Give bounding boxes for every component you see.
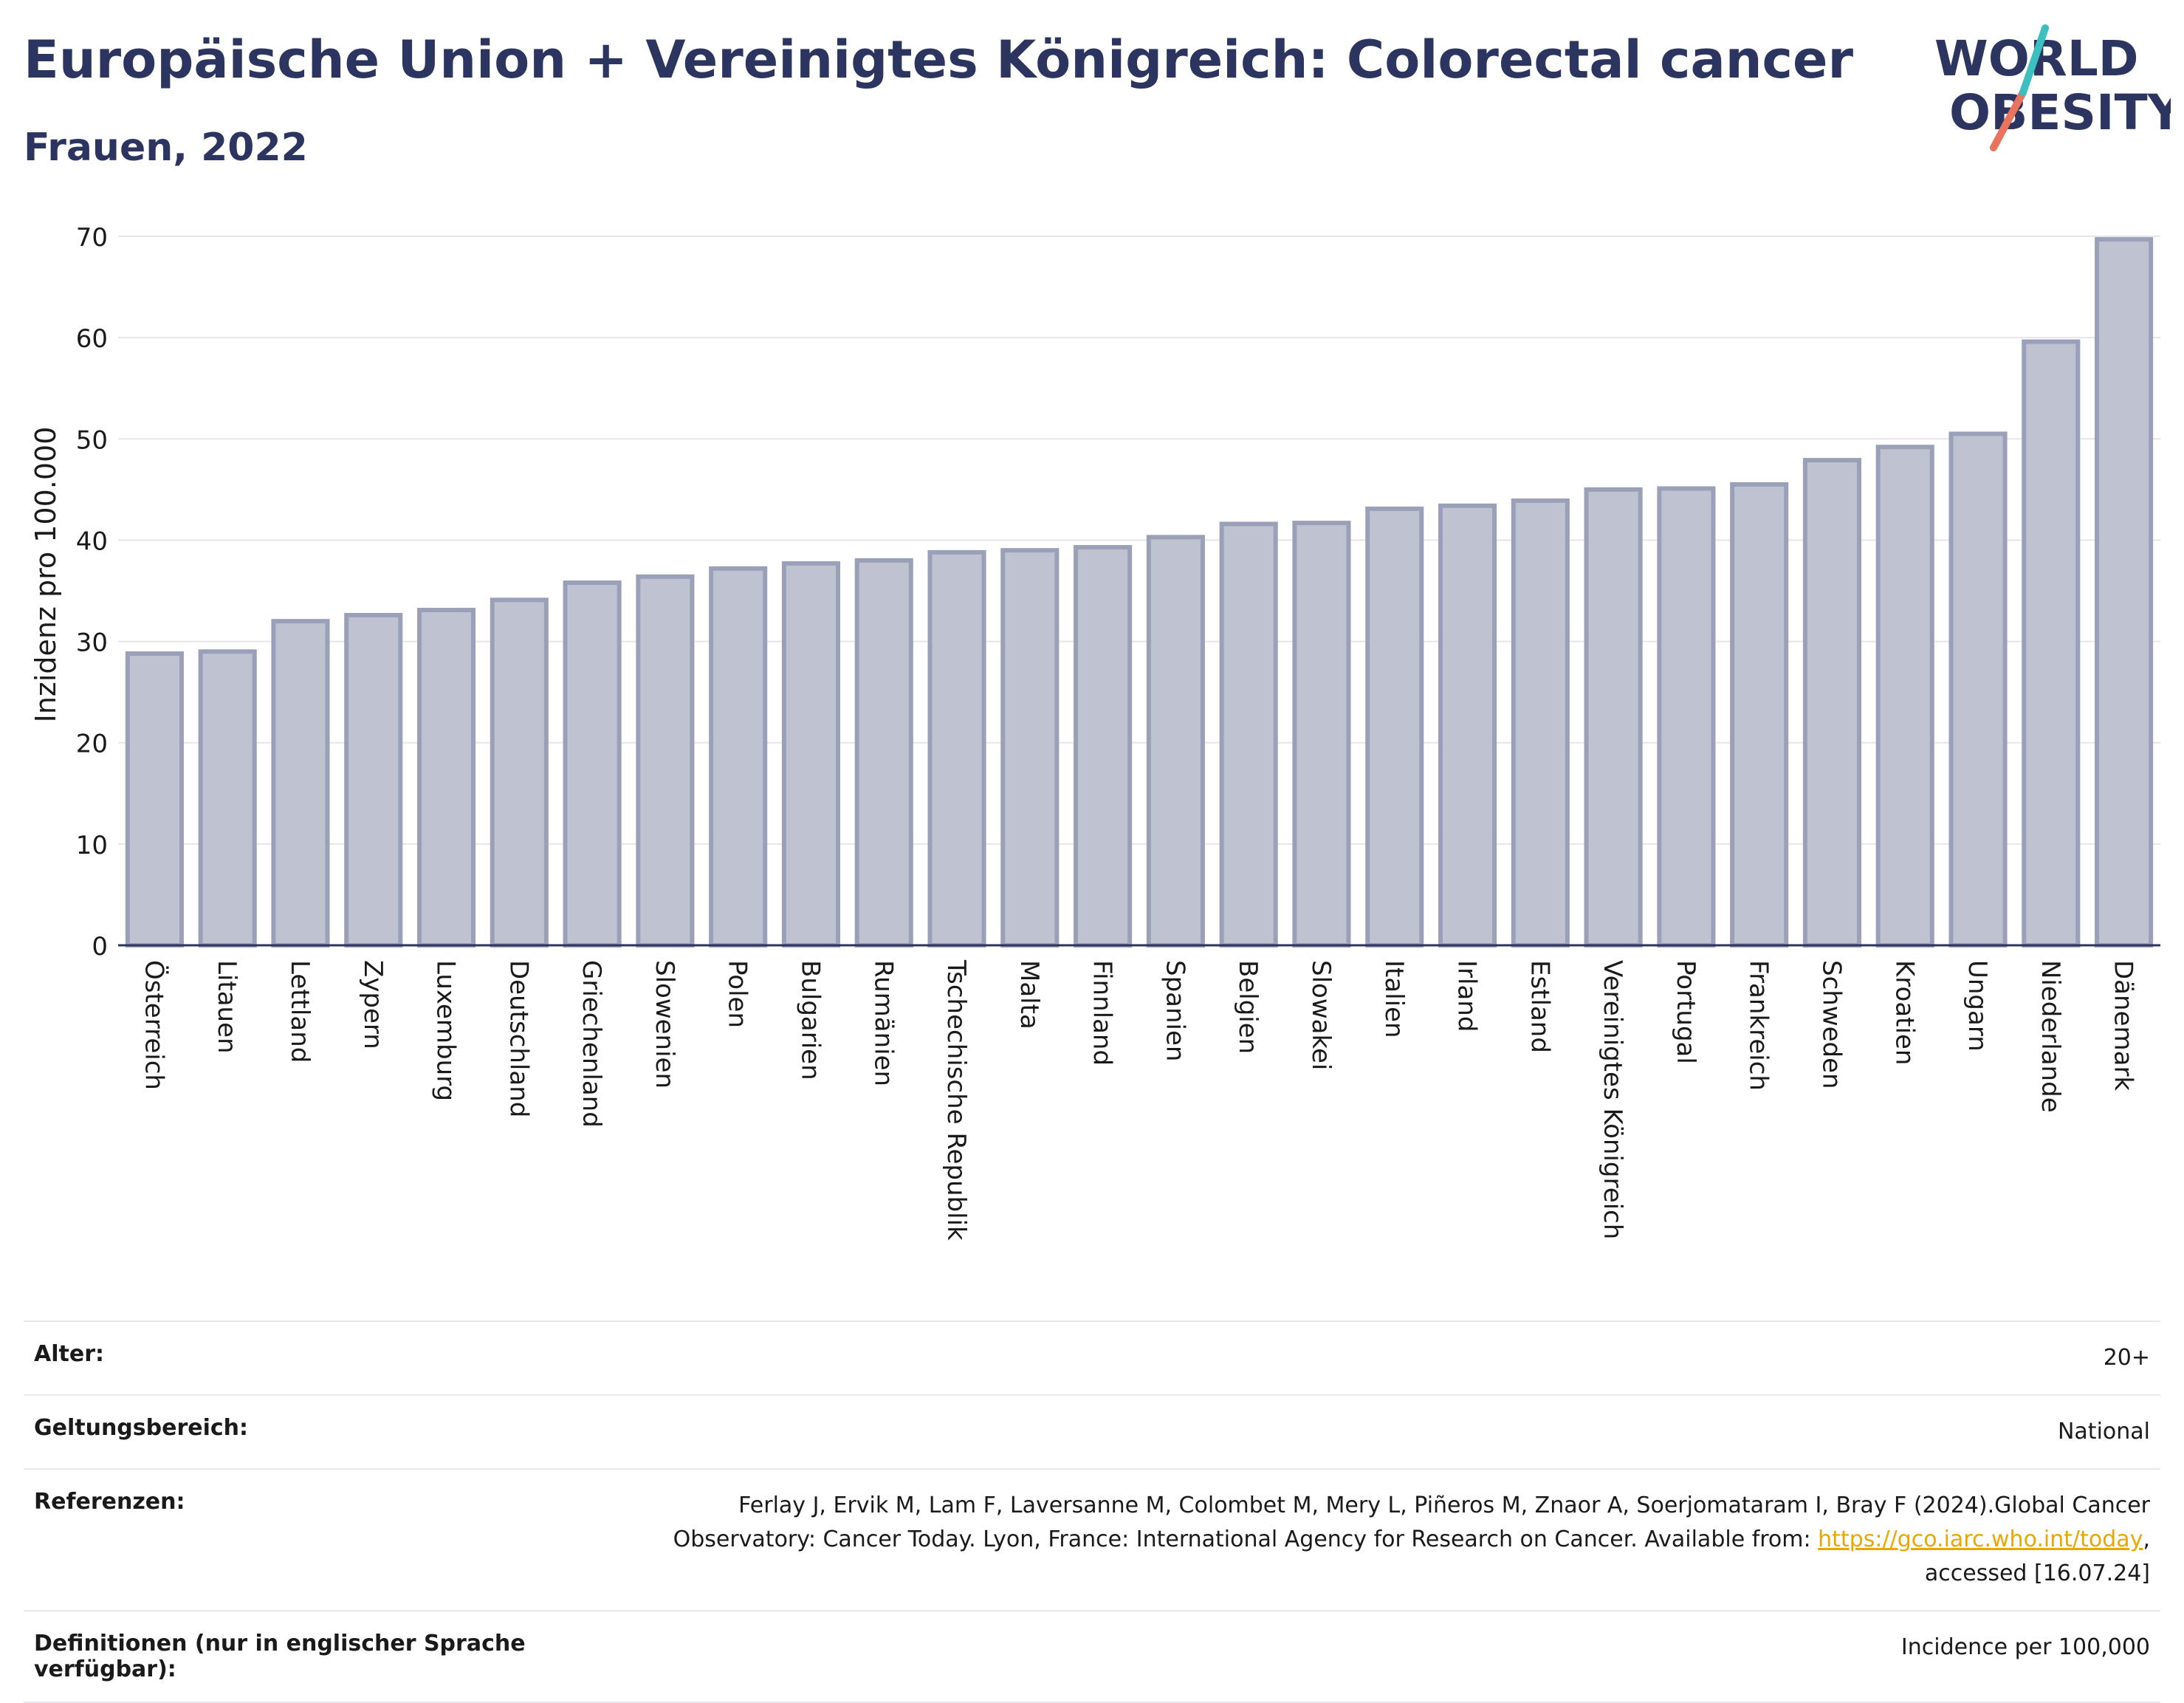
x-tick-label: Polen (723, 960, 752, 1028)
references-label: Referenzen: (24, 1468, 561, 1611)
y-tick-label: 10 (76, 831, 108, 860)
x-tick-label: Finnland (1088, 960, 1117, 1066)
info-row-scope: Geltungsbereich: National (24, 1394, 2160, 1469)
info-row-references: Referenzen: Ferlay J, Ervik M, Lam F, La… (24, 1468, 2160, 1611)
bar (490, 597, 549, 948)
x-tick-label: Lettland (285, 960, 315, 1063)
x-tick-label: Österreich (139, 960, 169, 1090)
x-tick-label: Slowenien (650, 960, 679, 1089)
x-tick-label: Luxemburg (431, 960, 461, 1101)
y-tick-label: 40 (76, 527, 108, 556)
x-tick-label: Griechenland (577, 960, 606, 1128)
x-tick-label: Frankreich (1744, 960, 1773, 1091)
bar (1948, 431, 2008, 948)
x-tick-label: Spanien (1160, 960, 1189, 1061)
bar (1146, 535, 1205, 948)
references-value: Ferlay J, Ervik M, Lam F, Laversanne M, … (561, 1468, 2160, 1611)
y-tick-label: 30 (76, 628, 108, 658)
bar (198, 649, 257, 948)
bar (1074, 545, 1133, 948)
bar (563, 580, 622, 948)
bar (927, 549, 986, 948)
x-tick-label: Ungarn (1962, 960, 1992, 1052)
chart-subtitle: Frauen, 2022 (24, 126, 308, 170)
x-tick-label: Bulgarien (795, 960, 825, 1080)
bar-chart: 0 10 20 30 40 50 60 70 Österreich Litauen Lettlan… (30, 223, 2160, 1241)
x-tick-label: Litauen (212, 960, 241, 1054)
y-tick-label: 60 (76, 324, 108, 354)
bar (1438, 503, 1497, 948)
x-tick-label: Kroatien (1889, 960, 1919, 1065)
bar (1730, 482, 1789, 948)
bar (125, 651, 184, 948)
x-tick-label: Malta (1014, 960, 1044, 1029)
bar (1219, 521, 1278, 948)
x-tick-label: Vereinigtes Königreich (1598, 960, 1627, 1239)
bar (2022, 339, 2081, 948)
bar (1657, 486, 1716, 948)
references-link[interactable]: https://gco.iarc.who.int/today (1818, 1526, 2143, 1552)
logo-word-obesity: OBESITY (1949, 84, 2171, 141)
y-axis-label: Inzidenz pro 100.000 (30, 427, 62, 723)
y-tick-label: 50 (76, 425, 108, 455)
bar (1365, 506, 1424, 948)
x-tick-label: Schweden (1816, 960, 1846, 1089)
x-tick-label: Zypern (358, 960, 388, 1049)
age-value: 20+ (561, 1320, 2160, 1395)
bar (416, 608, 476, 948)
bar (781, 561, 841, 948)
y-tick-label: 0 (92, 932, 108, 962)
bar (1292, 521, 1351, 948)
y-tick-label: 20 (76, 730, 108, 759)
bar (1875, 445, 1934, 948)
bar (2095, 237, 2154, 948)
references-line-2: Observatory: Cancer Today. Lyon, France:… (673, 1526, 2150, 1552)
bar (854, 558, 913, 948)
bar (344, 612, 403, 948)
x-tick-label: Slowakei (1306, 960, 1336, 1070)
scope-value: National (561, 1394, 2160, 1469)
chart-title: Europäische Union + Vereinigtes Königrei… (24, 30, 1854, 90)
age-label: Alter: (24, 1320, 561, 1395)
bar (1511, 498, 1570, 948)
bars (125, 237, 2154, 948)
info-row-definitions: Definitionen (nur in englischer Sprache … (24, 1610, 2160, 1703)
references-line-1: Ferlay J, Ervik M, Lam F, Laversanne M, … (738, 1493, 2150, 1518)
x-tick-label: Belgien (1233, 960, 1263, 1054)
y-axis-ticks: 0 10 20 30 40 50 60 70 (76, 223, 108, 962)
definitions-value: Incidence per 100,000 (561, 1610, 2160, 1703)
x-tick-label: Portugal (1671, 960, 1700, 1064)
x-tick-label: Irland (1452, 960, 1482, 1032)
bar (636, 574, 695, 948)
bar (271, 619, 330, 948)
world-obesity-logo: WORLD OBESITY (1934, 24, 2171, 151)
bar (1802, 458, 1862, 948)
y-tick-label: 70 (76, 223, 108, 253)
x-tick-label: Rumänien (868, 960, 898, 1086)
bar (709, 566, 768, 948)
x-axis-ticks: Österreich Litauen Lettland Zypern Luxemburg… (139, 959, 2137, 1241)
x-tick-label: Niederlande (2036, 960, 2065, 1113)
definitions-label: Definitionen (nur in englischer Sprache … (24, 1610, 561, 1703)
bar (1000, 548, 1060, 948)
scope-label: Geltungsbereich: (24, 1394, 561, 1469)
x-tick-label: Italien (1379, 960, 1409, 1038)
x-tick-label: Tschechische Republik (941, 959, 971, 1241)
x-tick-label: Estland (1525, 960, 1554, 1053)
info-table: Alter: 20+ Geltungsbereich: National Ref… (24, 1320, 2160, 1703)
x-tick-label: Dänemark (2109, 960, 2138, 1091)
info-row-age: Alter: 20+ (24, 1320, 2160, 1395)
x-tick-label: Deutschland (504, 960, 533, 1117)
references-line-3: accessed [16.07.24] (1924, 1560, 2150, 1586)
bar (1584, 487, 1643, 948)
